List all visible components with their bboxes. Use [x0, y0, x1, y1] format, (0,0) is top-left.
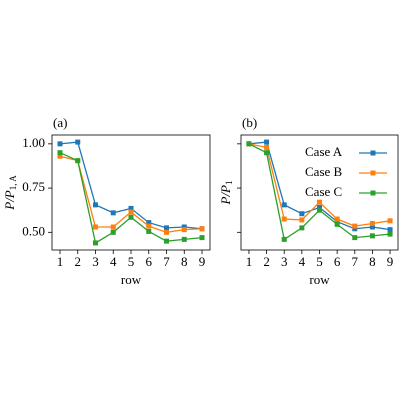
y-tick-label: 0.75	[22, 179, 45, 194]
point	[181, 236, 187, 242]
point	[164, 225, 170, 231]
point	[264, 139, 270, 145]
x-tick-label: 9	[199, 254, 206, 269]
y-axis-label-main: P/P	[2, 190, 17, 211]
point	[387, 218, 393, 224]
point	[264, 150, 270, 156]
point	[181, 227, 187, 233]
point	[110, 229, 116, 235]
x-tick-label: 8	[369, 254, 376, 269]
point	[128, 214, 134, 220]
x-tick-label: 1	[57, 254, 64, 269]
y-tick-label: 0.50	[22, 223, 45, 238]
point	[164, 238, 170, 244]
point	[369, 233, 375, 239]
point	[299, 211, 305, 217]
y-tick-label: 1.00	[22, 135, 45, 150]
x-tick-label: 8	[181, 254, 188, 269]
point	[181, 224, 187, 230]
y-axis-label: P/P1	[218, 181, 234, 206]
point	[57, 141, 63, 147]
x-tick-label: 4	[110, 254, 117, 269]
point	[92, 202, 98, 208]
point	[128, 209, 134, 215]
x-tick-label: 3	[281, 254, 288, 269]
x-tick-label: 1	[246, 254, 253, 269]
legend-marker	[370, 170, 376, 176]
point	[92, 224, 98, 230]
point	[264, 144, 270, 150]
point	[110, 224, 116, 230]
point	[146, 228, 152, 234]
point	[281, 236, 287, 242]
x-axis-label: row	[121, 272, 142, 287]
point	[57, 153, 63, 159]
point	[281, 216, 287, 222]
x-tick-label: 6	[146, 254, 153, 269]
legend-label: Case C	[305, 184, 342, 199]
point	[299, 225, 305, 231]
point	[317, 205, 322, 211]
point	[281, 202, 287, 208]
panel: (a) 1 2 3 4 5 6 7 8 9 0.50 0.75 1.00 row P/P1, A	[2, 115, 211, 287]
point	[299, 217, 305, 223]
x-tick-label: 4	[299, 254, 306, 269]
x-tick-label: 7	[352, 254, 359, 269]
point	[352, 226, 358, 232]
point	[387, 227, 393, 233]
x-axis-label: row	[309, 272, 330, 287]
x-tick-label: 5	[128, 254, 135, 269]
x-tick-label: 3	[92, 254, 99, 269]
point	[317, 199, 322, 205]
panel-title: (b)	[242, 115, 257, 130]
x-tick-label: 9	[387, 254, 394, 269]
point	[334, 221, 340, 227]
panel-title: (a)	[53, 115, 67, 130]
series-line	[59, 155, 203, 233]
x-tick-label: 7	[163, 254, 170, 269]
point	[146, 223, 152, 229]
point	[57, 150, 63, 156]
series-line	[59, 152, 203, 244]
point	[92, 240, 98, 246]
x-tick-label: 5	[316, 254, 323, 269]
y-axis-label-subscript: 1	[224, 181, 234, 186]
point	[246, 141, 252, 147]
axes-frame	[51, 134, 211, 251]
point	[75, 158, 81, 164]
point	[352, 223, 358, 229]
point	[334, 216, 340, 222]
point	[164, 229, 170, 235]
point	[334, 219, 340, 225]
point	[128, 205, 134, 211]
point	[199, 226, 205, 232]
legend-marker	[370, 150, 376, 156]
y-axis-label-main: P/P	[218, 185, 233, 206]
x-tick-label: 6	[334, 254, 341, 269]
point	[387, 231, 393, 237]
point	[146, 220, 152, 226]
legend-label: Case A	[305, 144, 343, 159]
point	[317, 207, 322, 213]
point	[369, 224, 375, 230]
point	[75, 139, 81, 145]
x-tick-label: 2	[263, 254, 270, 269]
y-axis-label-subscript: 1, A	[8, 175, 18, 191]
point	[110, 210, 116, 216]
y-axis-label: P/P1, A	[2, 175, 18, 211]
point	[199, 235, 205, 241]
legend-label: Case B	[305, 164, 343, 179]
x-tick-label: 2	[74, 254, 81, 269]
point	[352, 235, 358, 241]
point	[369, 220, 375, 226]
legend-marker	[370, 190, 376, 196]
